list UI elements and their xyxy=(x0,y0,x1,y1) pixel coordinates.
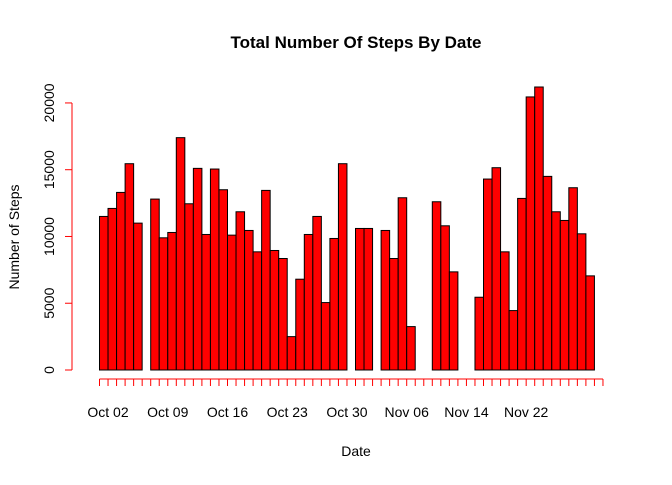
bar-2012-10-10 xyxy=(175,137,186,371)
bar-2012-11-25 xyxy=(568,187,578,371)
bar-2012-10-20 xyxy=(261,189,271,371)
bar-2012-10-11 xyxy=(184,203,194,371)
bar-2012-10-28 xyxy=(329,237,339,371)
bar-2012-11-19 xyxy=(517,197,527,371)
bar-2012-11-27 xyxy=(585,275,595,371)
bars xyxy=(99,86,595,371)
bar-2012-10-12 xyxy=(192,167,203,371)
y-tick-label: 20000 xyxy=(41,83,57,122)
bar-2012-10-24 xyxy=(295,278,305,371)
bar-2012-10-22 xyxy=(278,258,288,371)
y-tick-label: 0 xyxy=(41,366,57,374)
bar-2012-10-21 xyxy=(269,249,280,371)
bar-2012-10-18 xyxy=(244,229,254,371)
bar-2012-10-04 xyxy=(124,163,135,371)
bar-2012-10-26 xyxy=(312,215,322,371)
bar-2012-11-20 xyxy=(525,96,536,371)
y-tick-label: 15000 xyxy=(41,150,57,189)
x-tick-label: Nov 14 xyxy=(444,404,489,420)
bar-2012-11-23 xyxy=(551,211,561,371)
y-tick-label: 5000 xyxy=(41,287,57,318)
x-tick-label: Oct 09 xyxy=(147,404,188,420)
bar-2012-10-23 xyxy=(286,336,297,371)
bar-2012-10-15 xyxy=(218,189,229,371)
bar-2012-11-21 xyxy=(534,86,544,371)
x-axis-label: Date xyxy=(341,443,371,459)
bar-2012-11-04 xyxy=(389,258,399,371)
x-tick-label: Nov 22 xyxy=(504,404,549,420)
bar-2012-10-25 xyxy=(303,233,314,371)
bar-2012-11-22 xyxy=(542,175,553,371)
bar-2012-10-27 xyxy=(320,302,331,371)
y-axis-label: Number of Steps xyxy=(6,184,22,289)
x-axis: Oct 02 Oct 09 Oct 16 Oct 23 Oct 30 Nov 06 Nov … xyxy=(87,378,604,420)
bar-2012-11-09 xyxy=(431,201,442,371)
bar-2012-11-01 xyxy=(363,227,374,371)
bar-2012-10-31 xyxy=(355,227,365,371)
bar-2012-10-07 xyxy=(150,198,160,371)
bar-2012-10-17 xyxy=(235,211,246,371)
bar-2012-10-08 xyxy=(158,237,169,371)
bar-2012-11-16 xyxy=(491,167,502,371)
chart-title: Total Number Of Steps By Date xyxy=(231,33,482,52)
x-tick-label: Oct 16 xyxy=(207,404,248,420)
bar-2012-11-10 xyxy=(440,225,450,371)
bar-2012-11-06 xyxy=(406,326,416,371)
bar-2012-10-14 xyxy=(209,168,220,371)
bar-2012-11-15 xyxy=(483,178,493,371)
bar-2012-10-16 xyxy=(227,234,237,371)
bar-2012-11-05 xyxy=(397,197,408,371)
bar-2012-11-17 xyxy=(500,251,510,371)
x-tick-label: Oct 23 xyxy=(267,404,308,420)
bar-2012-10-03 xyxy=(116,191,126,371)
bar-2012-11-11 xyxy=(448,271,459,371)
bar-2012-11-18 xyxy=(508,310,519,371)
bar-2012-10-05 xyxy=(133,222,143,371)
bar-2012-10-01 xyxy=(99,215,109,371)
bar-2012-11-14 xyxy=(474,296,485,371)
y-axis: 0 5000 10000 15000 20000 xyxy=(41,83,73,374)
bar-2012-10-09 xyxy=(167,231,177,371)
bar-2012-10-29 xyxy=(337,163,348,371)
bar-2012-11-03 xyxy=(380,229,391,371)
bar-2012-10-02 xyxy=(107,207,118,371)
bar-2012-10-19 xyxy=(252,251,263,371)
x-tick-label: Oct 30 xyxy=(326,404,367,420)
bar-2012-11-26 xyxy=(576,233,587,371)
bar-2012-11-24 xyxy=(559,219,570,371)
x-tick-label: Nov 06 xyxy=(385,404,430,420)
x-tick-label: Oct 02 xyxy=(87,404,128,420)
bar-2012-10-13 xyxy=(201,233,211,371)
y-tick-label: 10000 xyxy=(41,217,57,256)
